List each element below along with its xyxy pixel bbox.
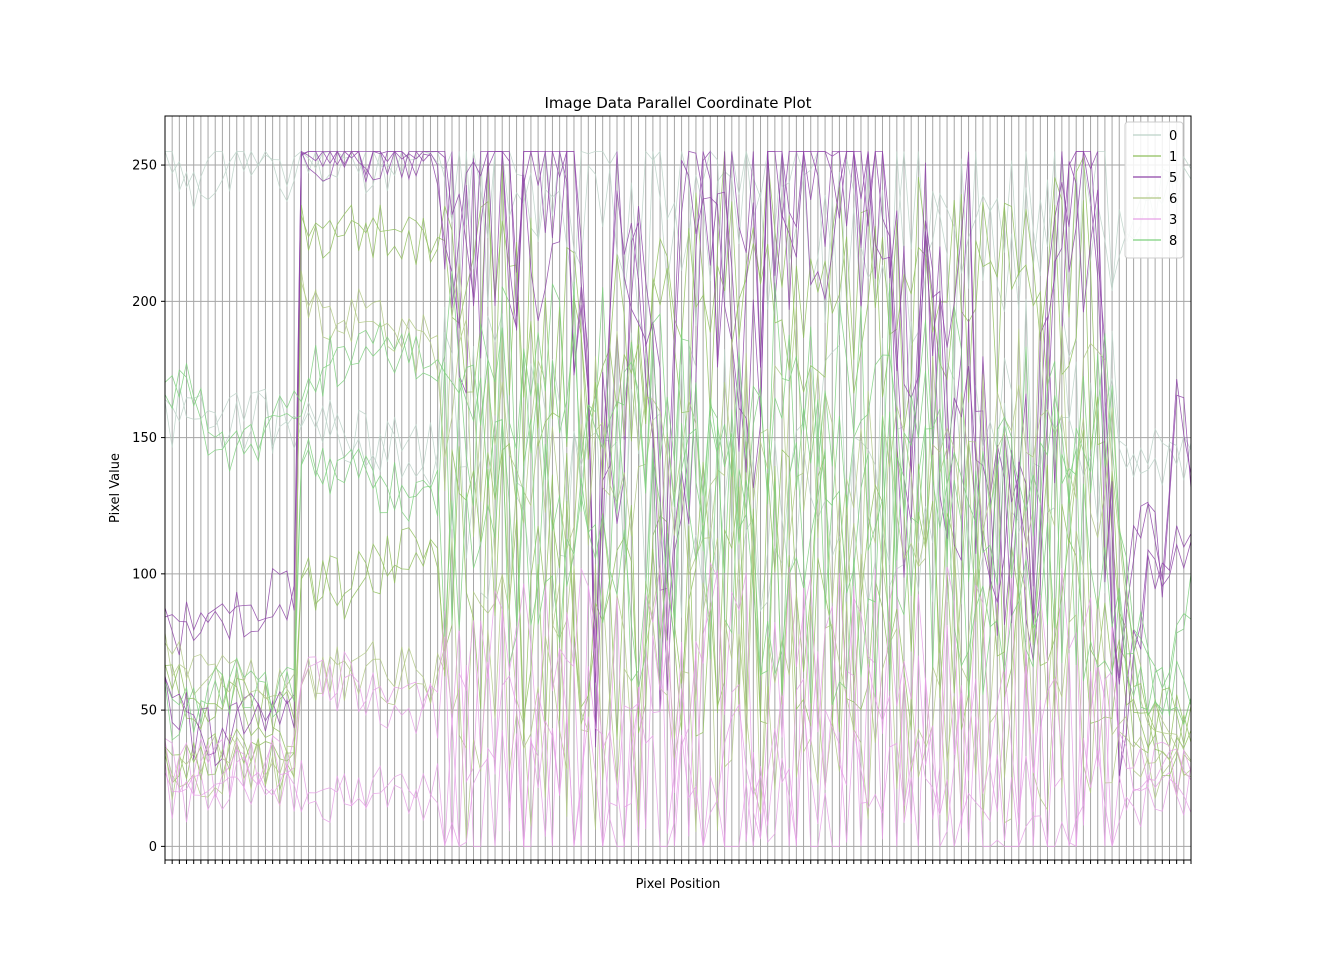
x-grid <box>164 116 1192 860</box>
series-line-0 <box>165 149 1192 379</box>
series-line-5 <box>164 150 1192 748</box>
series-line-8 <box>164 270 1192 716</box>
legend: 0 1 5 6 3 8 <box>1124 121 1184 259</box>
series-line-3 <box>164 566 1192 847</box>
series-line-1 <box>164 151 1192 791</box>
series-line-1 <box>164 429 1192 749</box>
chart-title: Image Data Parallel Coordinate Plot <box>544 94 811 112</box>
x-axis-label: Pixel Position <box>636 877 721 892</box>
series-line-5 <box>164 150 1192 732</box>
y-tick-label: 100 <box>132 567 157 582</box>
series-line-3 <box>164 640 1192 847</box>
legend-label-5: 5 <box>1169 171 1177 186</box>
y-tick-label: 0 <box>149 840 157 855</box>
series-line-8 <box>164 361 1192 741</box>
y-ticks: 0 50 100 150 200 250 <box>132 159 165 855</box>
y-axis-label: Pixel Value <box>108 453 123 523</box>
plot-lines <box>164 149 1192 848</box>
legend-label-0: 0 <box>1169 129 1177 144</box>
legend-label-6: 6 <box>1169 192 1177 207</box>
x-ticks <box>164 860 1192 864</box>
legend-label-8: 8 <box>1169 234 1177 249</box>
series-line-3 <box>164 561 1192 847</box>
series-line-8 <box>164 404 1192 733</box>
series-line-3 <box>164 702 1192 848</box>
series-line-0 <box>164 298 1192 614</box>
series-line-1 <box>164 442 1192 754</box>
series-line-8 <box>164 327 1192 690</box>
y-tick-label: 250 <box>132 159 157 174</box>
legend-label-3: 3 <box>1169 213 1177 228</box>
plot-frame <box>164 115 1192 861</box>
y-tick-label: 200 <box>132 295 157 310</box>
series-line-1 <box>164 155 1192 784</box>
y-tick-label: 150 <box>132 431 157 446</box>
legend-label-1: 1 <box>1169 150 1177 165</box>
y-tick-label: 50 <box>140 704 157 719</box>
series-line-6 <box>164 263 1192 778</box>
